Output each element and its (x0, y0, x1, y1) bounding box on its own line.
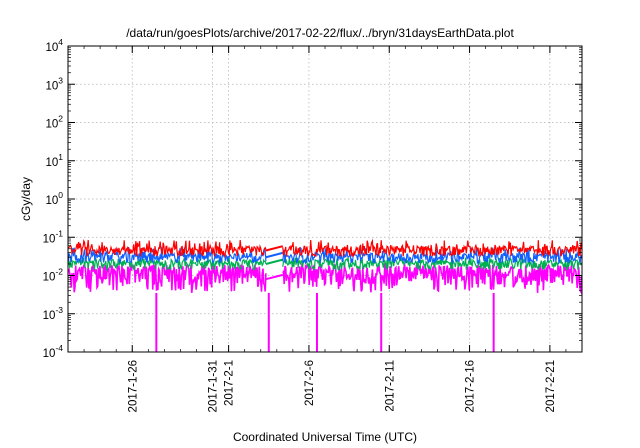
series-line (282, 262, 583, 295)
y-axis-label: cGy/day (19, 177, 33, 221)
gap-connector (265, 251, 284, 259)
y-tick-label: 104 (45, 37, 63, 54)
x-tick-label: 2017-2-16 (465, 360, 477, 412)
gap-connector (265, 245, 284, 252)
gap-connector (265, 258, 284, 265)
series-line (282, 238, 583, 258)
series-line (67, 262, 267, 293)
series-line (282, 255, 583, 272)
series-line (68, 238, 267, 259)
y-tick-label: 102 (45, 114, 63, 131)
y-tick-label: 103 (45, 75, 63, 92)
x-axis-label: Coordinated Universal Time (UTC) (233, 430, 417, 444)
y-axis: 104 103 102 101 100 10-1 10-2 10-3 10-4 (43, 37, 582, 360)
y-tick-label: 10-1 (43, 228, 64, 245)
series-line (282, 246, 583, 266)
x-axis: 2017-1-26 2017-1-31 2017-2-1 2017-2-6 2017-2… (67, 46, 583, 412)
y-tick-label: 101 (45, 152, 63, 169)
series-line (67, 257, 267, 272)
x-tick-label: 2017-1-31 (208, 360, 220, 412)
series-line (67, 247, 267, 265)
series-group (67, 238, 583, 352)
x-tick-label: 2017-2-21 (545, 360, 557, 412)
x-tick-label: 2017-1-26 (127, 360, 139, 412)
y-tick-label: 100 (45, 190, 63, 207)
chart-title: /data/run/goesPlots/archive/2017-02-22/f… (126, 26, 514, 40)
y-tick-label: 10-4 (43, 343, 64, 360)
x-tick-label: 2017-2-6 (304, 360, 316, 406)
x-tick-label: 2017-2-11 (384, 360, 396, 412)
y-tick-label: 10-3 (43, 305, 64, 322)
grid (68, 45, 582, 353)
gap-connector (265, 273, 284, 281)
x-tick-label: 2017-2-1 (224, 360, 236, 406)
y-tick-label: 10-2 (43, 267, 64, 284)
